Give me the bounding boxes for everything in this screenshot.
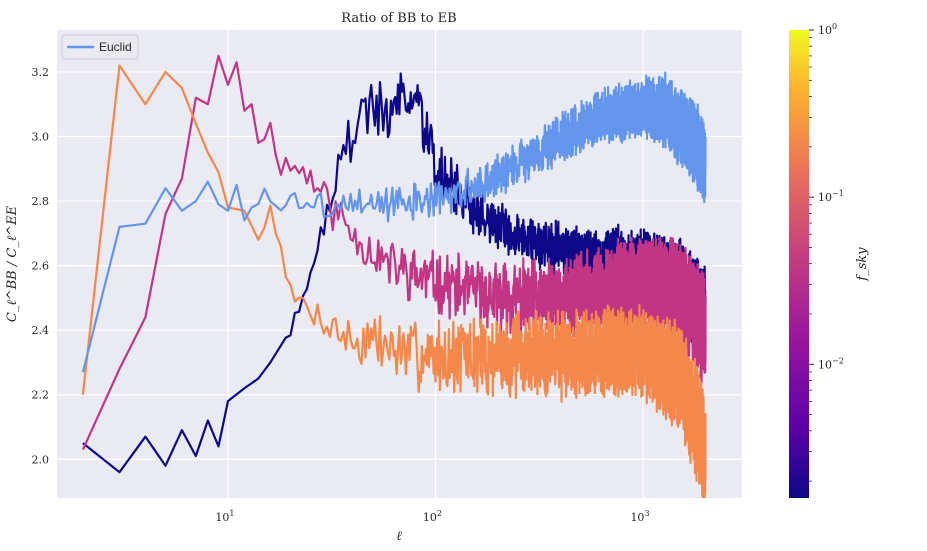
series-line-2 [81,54,707,451]
x-ticks: 101 102 103 [215,509,649,524]
y-ticks: 2.0 2.2 2.4 2.6 2.8 3.0 3.2 [32,66,50,466]
y-axis-label: C_ℓ^BB / C_ℓ^EE [5,205,20,322]
x-tick-label-0: 101 [215,509,234,524]
x-tick-label-1: 102 [423,509,442,524]
legend: Euclid [61,34,139,60]
y-tick-label-1: 2.2 [32,389,50,402]
chart-title: Ratio of BB to EB [341,11,456,26]
colorbar-ticks: 100 10−1 10−2 [809,22,844,482]
colorbar-fill [789,30,809,498]
y-tick-label-4: 2.8 [32,195,50,208]
x-axis-label: ℓ [396,529,402,544]
y-tick-label-5: 3.0 [32,131,50,144]
y-tick-label-6: 3.2 [32,66,50,79]
colorbar: 100 10−1 10−2 f_sky [789,22,870,498]
colorbar-tick-label-1: 10−1 [818,189,844,204]
series-line-1 [81,64,707,498]
y-tick-label-2: 2.4 [32,324,50,337]
colorbar-tick-label-0: 100 [818,22,837,37]
legend-box [61,34,139,60]
y-tick-label-3: 2.6 [32,260,50,273]
x-tick-label-2: 103 [630,509,649,524]
colorbar-label: f_sky [855,247,870,282]
legend-label-euclid: Euclid [99,40,132,54]
series-line-0 [81,71,707,373]
series-group [81,54,707,498]
colorbar-tick-label-2: 10−2 [818,356,844,371]
y-tick-label-0: 2.0 [32,453,50,466]
